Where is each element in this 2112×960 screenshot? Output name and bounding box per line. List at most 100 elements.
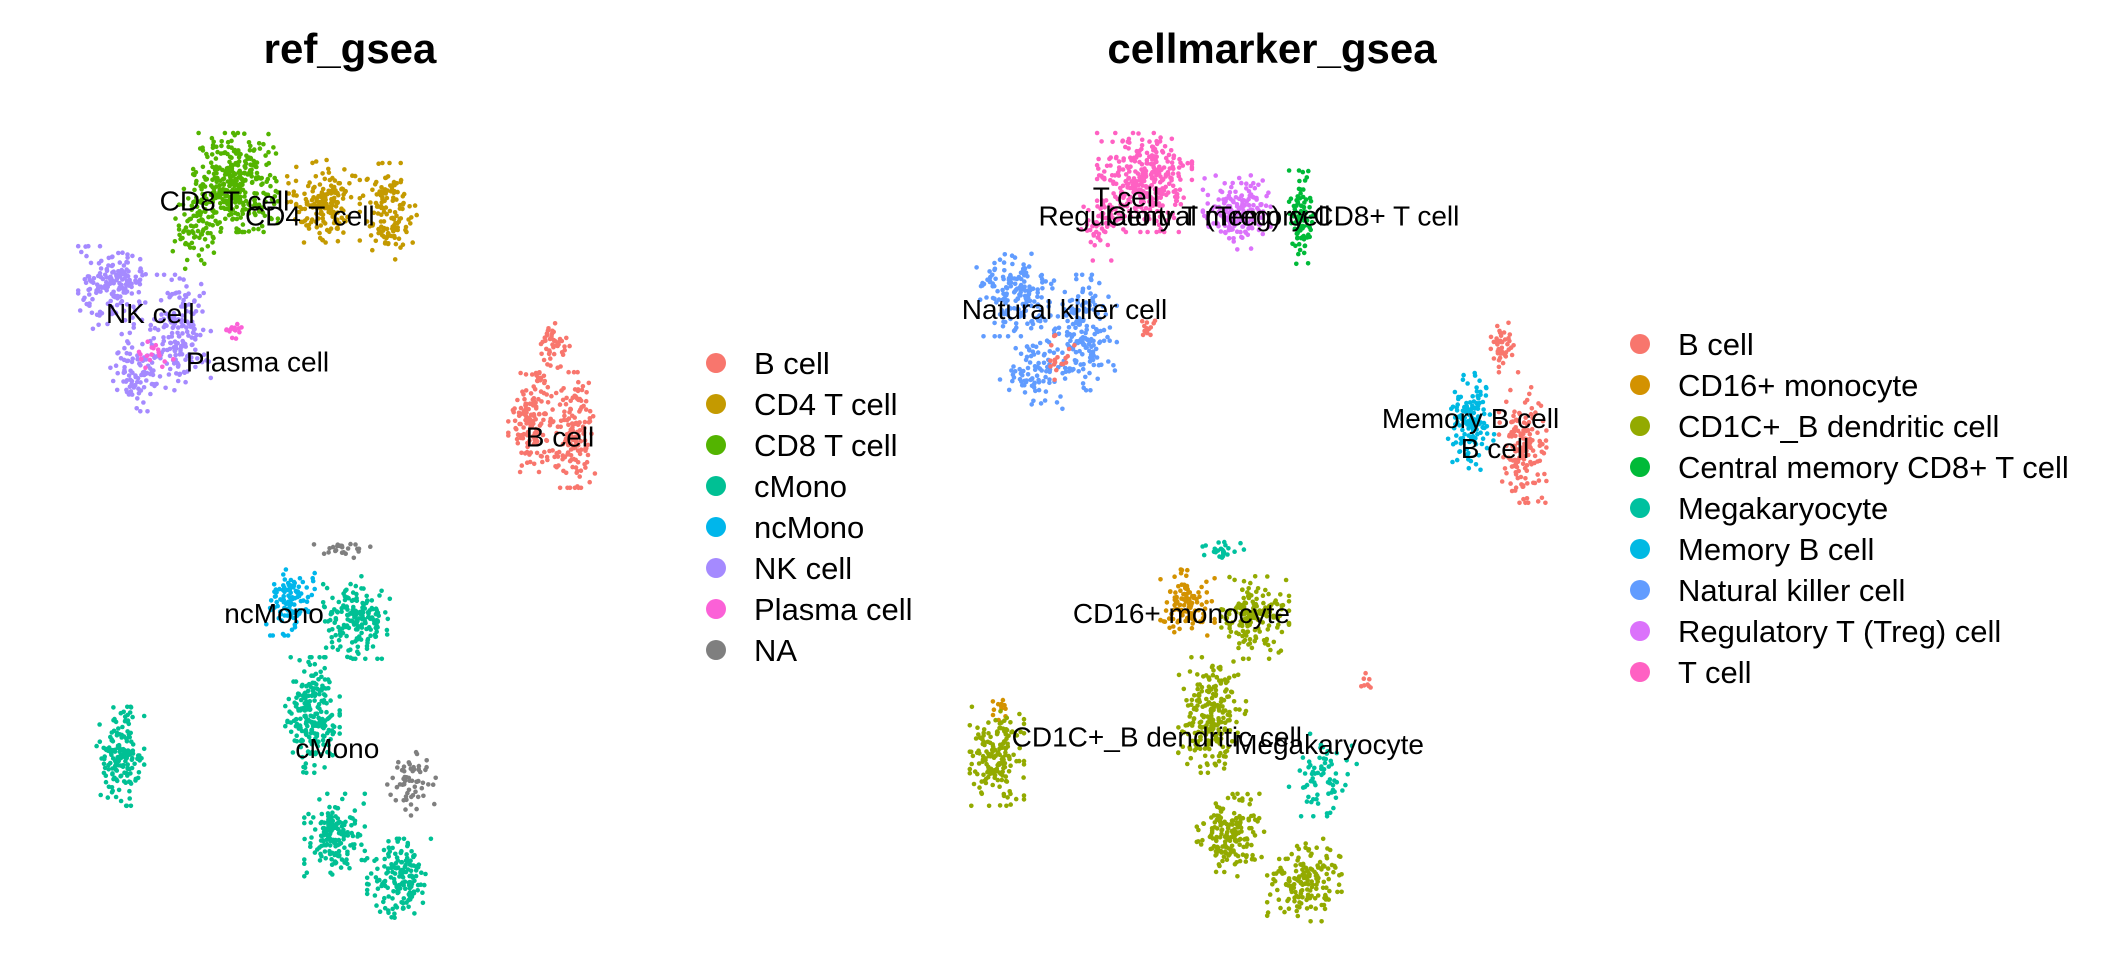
- point-cmono: [364, 600, 369, 606]
- point-regulatory-t-treg-cell: [1214, 211, 1220, 217]
- point-b-cell: [1512, 457, 1518, 463]
- point-cd4-t-cell: [401, 200, 406, 206]
- point-natural-killer-cell: [1086, 285, 1092, 291]
- point-cmono: [399, 900, 404, 905]
- point-b-cell: [1152, 318, 1158, 324]
- point-b-cell: [562, 413, 567, 419]
- point-t-cell: [1126, 176, 1131, 181]
- point-ncmono: [304, 585, 310, 590]
- point-cd4-t-cell: [383, 240, 388, 245]
- point-central-memory-cd8-t-cell: [1294, 261, 1299, 267]
- point-b-cell: [1513, 425, 1518, 430]
- point-cmono: [419, 870, 424, 875]
- legend-label-nk-cell: NK cell: [754, 551, 852, 586]
- point-cmono: [302, 696, 307, 701]
- point-cmono: [298, 744, 304, 750]
- point-natural-killer-cell: [1084, 323, 1090, 329]
- chart-title: ref_gsea: [264, 25, 437, 72]
- point-cd1c-b-dendritic-cell: [1237, 797, 1242, 803]
- point-cd1c-b-dendritic-cell: [1246, 586, 1251, 591]
- point-t-cell: [1156, 201, 1162, 206]
- point-cd16-monocyte: [1197, 594, 1202, 599]
- point-cd1c-b-dendritic-cell: [1309, 879, 1314, 884]
- point-cd1c-b-dendritic-cell: [1181, 686, 1187, 692]
- point-plasma-cell: [153, 342, 159, 348]
- point-b-cell: [566, 369, 571, 375]
- point-na: [423, 767, 428, 773]
- point-cmono: [374, 903, 379, 908]
- point-regulatory-t-treg-cell: [1248, 207, 1254, 212]
- point-nk-cell: [109, 304, 115, 310]
- point-cd8-t-cell: [227, 159, 232, 165]
- point-cmono: [327, 843, 333, 848]
- point-nk-cell: [183, 294, 189, 300]
- point-central-memory-cd8-t-cell: [1309, 219, 1315, 225]
- point-t-cell: [1081, 204, 1086, 210]
- point-cmono: [352, 808, 358, 813]
- point-cd4-t-cell: [398, 160, 404, 166]
- point-b-cell: [551, 419, 556, 424]
- point-t-cell: [1166, 152, 1172, 158]
- point-cmono: [314, 711, 320, 717]
- point-b-cell: [525, 444, 530, 450]
- point-memory-b-cell: [1480, 436, 1486, 442]
- point-nk-cell: [95, 282, 100, 288]
- point-cmono: [114, 758, 120, 764]
- point-cmono: [412, 911, 417, 916]
- point-cmono: [329, 857, 334, 862]
- point-t-cell: [1121, 156, 1126, 161]
- point-ncmono: [296, 584, 302, 590]
- point-ncmono: [295, 594, 300, 600]
- point-cmono: [375, 656, 380, 662]
- point-cd16-monocyte: [1187, 590, 1193, 595]
- point-t-cell: [1150, 169, 1155, 175]
- point-cd1c-b-dendritic-cell: [1335, 889, 1340, 895]
- point-cd1c-b-dendritic-cell: [1291, 882, 1297, 887]
- point-cd1c-b-dendritic-cell: [1246, 817, 1252, 823]
- point-cmono: [328, 814, 334, 819]
- point-natural-killer-cell: [1012, 255, 1018, 260]
- point-nk-cell: [139, 269, 144, 274]
- point-cd8-t-cell: [264, 162, 269, 168]
- point-cd1c-b-dendritic-cell: [1237, 707, 1242, 712]
- point-b-cell: [1535, 499, 1541, 504]
- point-t-cell: [1109, 173, 1115, 178]
- point-natural-killer-cell: [1107, 325, 1113, 330]
- point-cd8-t-cell: [254, 160, 260, 165]
- point-b-cell: [1538, 403, 1544, 409]
- point-t-cell: [1169, 136, 1175, 142]
- point-nk-cell: [79, 249, 84, 255]
- point-b-cell: [1532, 453, 1538, 459]
- point-cd4-t-cell: [326, 166, 331, 172]
- point-na: [432, 801, 437, 807]
- point-b-cell: [1514, 418, 1520, 424]
- point-t-cell: [1090, 258, 1096, 263]
- point-cmono: [319, 674, 324, 680]
- point-t-cell: [1139, 205, 1144, 210]
- point-nk-cell: [131, 304, 136, 310]
- point-nk-cell: [162, 322, 168, 328]
- point-cmono: [405, 842, 411, 848]
- point-nk-cell: [167, 318, 173, 323]
- point-nk-cell: [184, 308, 189, 314]
- point-b-cell: [1512, 443, 1517, 449]
- point-ncmono: [285, 633, 291, 638]
- legend-key-cd4-t-cell: [706, 394, 726, 414]
- point-nk-cell: [183, 379, 188, 385]
- point-nk-cell: [96, 322, 101, 328]
- point-t-cell: [1162, 144, 1168, 149]
- point-cmono: [402, 879, 408, 884]
- point-cd4-t-cell: [306, 226, 312, 231]
- point-regulatory-t-treg-cell: [1246, 226, 1251, 231]
- point-cmono: [395, 858, 401, 863]
- legend-label-na: NA: [754, 633, 797, 668]
- point-nk-cell: [200, 309, 205, 314]
- point-cd1c-b-dendritic-cell: [1228, 629, 1234, 635]
- point-nk-cell: [139, 317, 145, 323]
- point-nk-cell: [109, 311, 115, 317]
- point-cmono: [355, 644, 361, 650]
- point-t-cell: [1170, 183, 1176, 189]
- point-cd8-t-cell: [180, 202, 186, 208]
- point-nk-cell: [111, 280, 116, 286]
- point-cd4-t-cell: [326, 188, 332, 194]
